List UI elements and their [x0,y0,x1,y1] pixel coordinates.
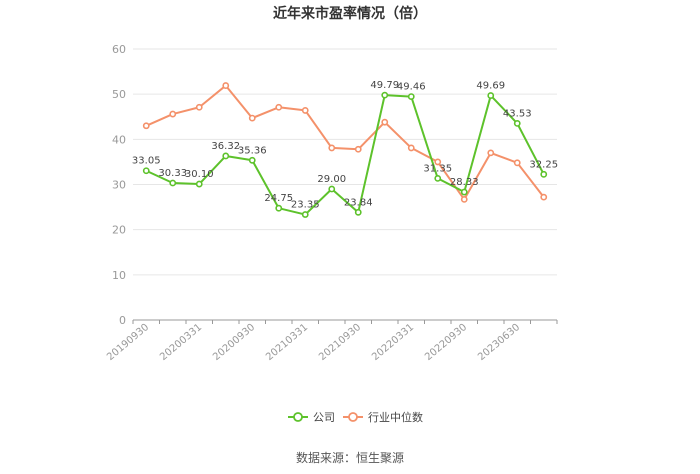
data-point-industry[interactable] [328,144,336,152]
legend-marker-industry [348,412,358,422]
legend[interactable]: 公司 行业中位数 [288,410,423,424]
data-point-company[interactable] [248,156,256,164]
data-point-industry[interactable] [142,122,150,130]
x-tick-label: 20220930 [423,322,469,363]
data-label: 49.46 [397,82,426,93]
data-label: 35.36 [238,145,267,156]
data-point-industry[interactable] [301,107,309,114]
data-point-company[interactable] [222,152,230,160]
x-tick-label: 20210331 [264,322,310,363]
x-tick-label: 20230630 [476,322,522,363]
series [142,82,548,218]
y-tick-label: 30 [112,179,126,192]
grid [133,48,557,276]
data-point-company[interactable] [195,180,203,188]
data-point-company[interactable] [169,179,177,187]
data-label: 32.25 [529,159,558,170]
data-point-industry[interactable] [381,118,389,126]
data-label: 24.75 [264,193,293,204]
data-source: 数据来源：恒生聚源 [295,451,404,465]
data-point-company[interactable] [487,92,495,99]
data-label: 31.35 [423,163,452,174]
data-label: 49.79 [370,80,399,91]
data-point-company[interactable] [301,211,309,218]
data-point-company[interactable] [540,170,548,178]
data-point-company[interactable] [328,185,336,193]
data-point-company[interactable] [434,175,442,182]
data-point-industry[interactable] [487,149,495,157]
data-point-industry[interactable] [354,145,362,153]
y-tick-label: 0 [119,314,126,327]
series-line-industry [145,84,545,201]
data-point-industry[interactable] [248,114,256,122]
data-label: 43.53 [503,108,532,119]
x-tick-label: 20200331 [158,322,204,363]
data-point-industry[interactable] [195,103,203,111]
legend-label-industry: 行业中位数 [368,410,423,424]
data-point-industry[interactable] [407,144,415,152]
data-point-industry[interactable] [275,103,283,111]
data-point-company[interactable] [142,167,150,175]
y-tick-label: 60 [112,43,126,56]
legend-label-company: 公司 [313,411,335,424]
data-point-industry[interactable] [460,196,468,203]
data-label: 23.35 [291,200,320,211]
data-point-industry[interactable] [434,158,442,166]
y-tick-label: 50 [112,88,126,101]
data-label: 33.05 [132,156,161,167]
legend-item-industry[interactable]: 行业中位数 [343,410,423,424]
y-tick-label: 40 [112,133,126,146]
data-point-company[interactable] [407,93,415,101]
data-label: 49.69 [476,81,505,92]
x-tick-label: 20190930 [105,322,151,363]
y-tick-label: 20 [112,224,126,237]
data-point-company[interactable] [354,208,362,216]
data-point-company[interactable] [381,91,389,99]
data-point-industry[interactable] [169,110,177,118]
y-tick-label: 10 [112,269,126,282]
legend-marker-company [293,412,303,422]
data-label: 28.33 [450,177,479,188]
data-point-industry[interactable] [540,193,548,201]
data-label: 29.00 [317,174,346,185]
legend-item-company[interactable]: 公司 [288,411,335,424]
data-label: 30.33 [158,168,187,179]
x-tick-label: 20220331 [370,322,416,363]
chart-title: 近年来市盈率情况（倍） [273,6,427,22]
data-point-industry[interactable] [513,159,521,167]
data-label: 23.84 [344,197,373,208]
data-label: 30.10 [185,169,214,180]
data-point-company[interactable] [275,204,283,212]
data-point-company[interactable] [513,119,521,127]
series-line-company [145,94,545,216]
x-tick-label: 20200930 [211,322,257,363]
x-tick-label: 20210930 [317,322,363,363]
data-point-company[interactable] [460,188,468,196]
data-point-industry[interactable] [222,82,230,89]
data-label: 36.32 [211,141,240,152]
